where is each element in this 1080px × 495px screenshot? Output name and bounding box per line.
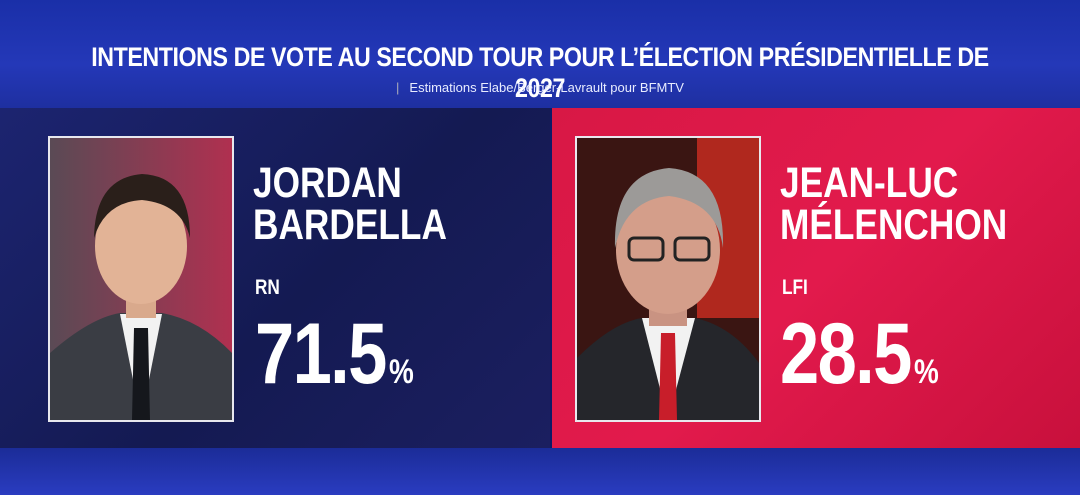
name-line: MÉLENCHON: [780, 201, 1008, 249]
subtitle: Estimations Elabe/Berger-Lavrault pour B…: [409, 80, 684, 95]
candidate-score: 71.5%: [255, 305, 414, 404]
candidate-party: LFI: [782, 276, 808, 299]
title: INTENTIONS DE VOTE AU SECOND TOUR POUR L…: [91, 42, 989, 103]
name-line: BARDELLA: [253, 201, 447, 249]
score-value: 71.5: [255, 306, 387, 402]
candidate-photo: [48, 136, 234, 422]
candidate-party: RN: [255, 276, 280, 299]
name-line: JORDAN: [253, 159, 402, 207]
name-line: JEAN-LUC: [780, 159, 959, 207]
candidate-score: 28.5%: [780, 305, 939, 404]
footer-band: [0, 448, 1080, 495]
portrait: [50, 138, 232, 420]
candidate-name: JEAN-LUC MÉLENCHON: [780, 159, 1008, 249]
separator: |: [396, 80, 400, 95]
subtitle-row: | Estimations Elabe/Berger-Lavrault pour …: [0, 80, 1080, 95]
score-unit: %: [388, 353, 414, 391]
header-band: [0, 0, 1080, 108]
candidate-photo: [575, 136, 761, 422]
score-unit: %: [913, 353, 939, 391]
portrait: [577, 138, 759, 420]
candidate-name: JORDAN BARDELLA: [253, 159, 447, 249]
score-value: 28.5: [780, 306, 912, 402]
